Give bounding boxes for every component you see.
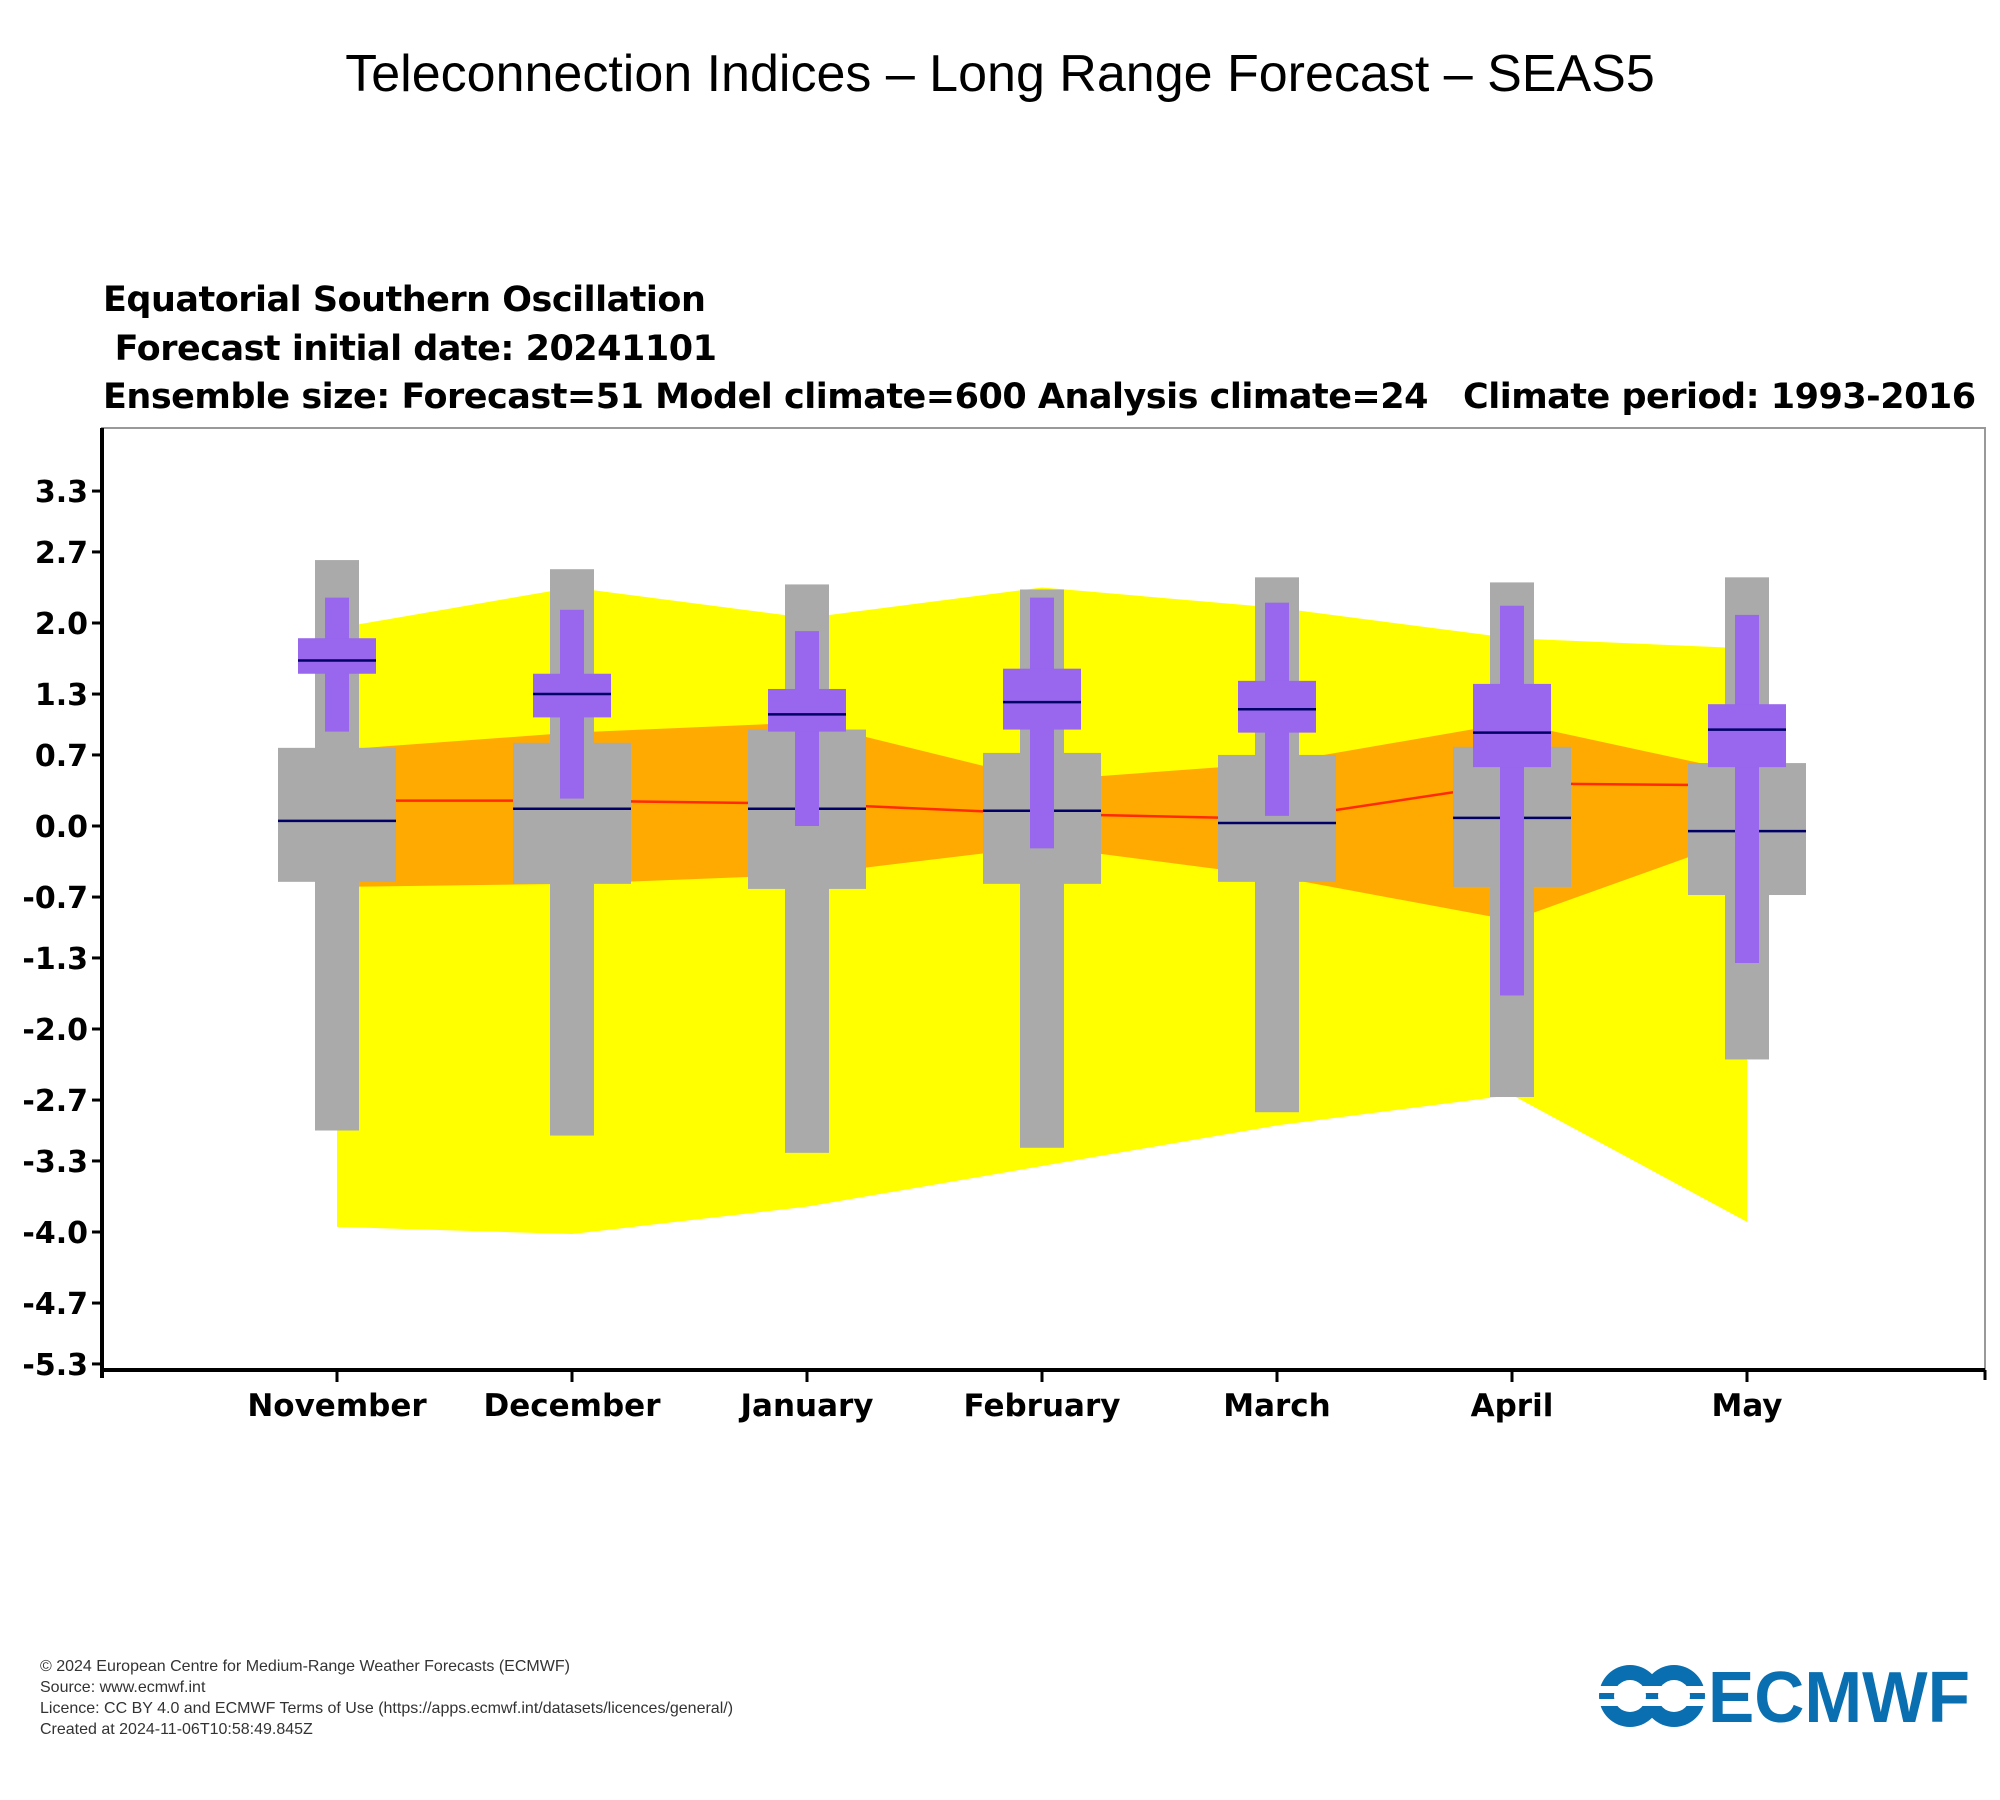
y-tick-label: 2.0	[35, 607, 88, 642]
y-tick-label: -2.0	[22, 1013, 88, 1048]
forecast-box	[1003, 668, 1081, 730]
forecast-box	[1708, 704, 1786, 768]
forecast-boxes	[298, 597, 1786, 996]
footer-copyright: © 2024 European Centre for Medium-Range …	[40, 1658, 570, 1675]
y-tick-label: -5.3	[22, 1348, 88, 1383]
forecast-box	[533, 673, 611, 718]
x-axis: November December January February March Apri…	[247, 1370, 1783, 1424]
forecast-whisker	[1735, 614, 1759, 964]
y-tick-label: -1.3	[22, 942, 88, 977]
forecast-box	[1473, 683, 1551, 768]
y-tick-label: 0.0	[35, 810, 88, 845]
y-tick-label: -3.3	[22, 1145, 88, 1180]
x-tick-label: March	[1223, 1388, 1331, 1424]
ensemble-info: Ensemble size: Forecast=51 Model climate…	[103, 377, 1976, 417]
y-tick-label: 0.7	[35, 739, 88, 774]
x-tick-label: January	[738, 1388, 873, 1424]
footer-created: Created at 2024-11-06T10:58:49.845Z	[40, 1721, 313, 1738]
y-axis: 3.3 2.7 2.0 1.3 0.7 0.0 -0.7 -1.3 -2.0 -2.7 -3.3 -4…	[22, 475, 102, 1383]
forecast-box	[1238, 680, 1316, 733]
x-tick-label: November	[247, 1388, 427, 1424]
footer-source: Source: www.ecmwf.int	[40, 1679, 206, 1696]
forecast-whisker	[1500, 605, 1524, 996]
x-tick-label: December	[484, 1388, 662, 1424]
y-tick-label: -2.7	[22, 1084, 88, 1119]
forecast-date: Forecast initial date: 20241101	[103, 329, 717, 369]
forecast-box	[768, 688, 846, 732]
y-tick-label: 1.3	[35, 678, 88, 713]
logo-text: ECMWF	[1708, 1660, 1970, 1732]
x-tick-label: April	[1471, 1388, 1554, 1424]
x-tick-label: May	[1711, 1388, 1782, 1424]
chart-title: Equatorial Southern Oscillation	[103, 280, 706, 320]
model-climate-box	[278, 747, 396, 882]
footer-licence: Licence: CC BY 4.0 and ECMWF Terms of Us…	[40, 1700, 734, 1717]
x-tick-label: February	[964, 1388, 1121, 1424]
footer: © 2024 European Centre for Medium-Range …	[40, 1656, 733, 1740]
y-tick-label: 3.3	[35, 475, 88, 510]
ecmwf-logo: ECMWF	[1596, 1660, 1970, 1732]
page-title: Teleconnection Indices – Long Range Fore…	[345, 45, 1655, 103]
y-tick-label: -4.0	[22, 1216, 88, 1251]
forecast-box	[298, 638, 376, 674]
y-tick-label: -0.7	[22, 881, 88, 916]
y-tick-label: -4.7	[22, 1287, 88, 1322]
y-tick-label: 2.7	[35, 536, 88, 571]
